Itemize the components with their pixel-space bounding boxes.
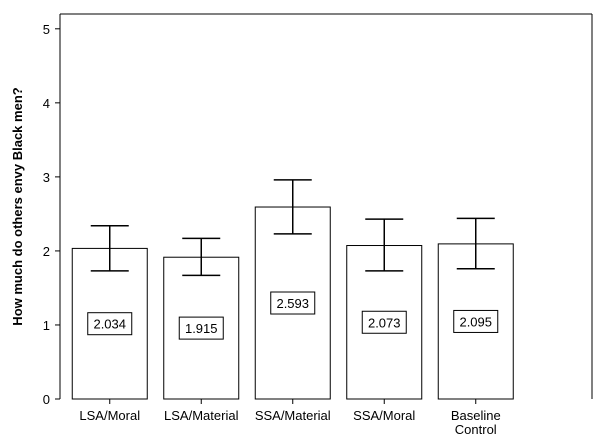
x-tick-labels: LSA/Moral LSA/Material SSA/Material SSA/Mor… — [79, 399, 501, 437]
value-labels: 2.034 1.915 2.593 2.073 2.095 — [87, 291, 499, 340]
y-tick-label: 2 — [43, 244, 50, 259]
y-tick-label: 3 — [43, 170, 50, 185]
value-label: 2.073 — [368, 315, 401, 330]
x-tick-label: Control — [455, 422, 497, 437]
value-label: 2.095 — [459, 314, 492, 329]
y-tick-label: 5 — [43, 22, 50, 37]
value-label-box — [270, 291, 316, 315]
x-tick-label: SSA/Material — [255, 408, 331, 423]
y-axis-title: How much do others envy Black men? — [10, 87, 25, 325]
value-label: 2.593 — [276, 296, 309, 311]
y-tick-label: 1 — [43, 318, 50, 333]
x-tick-label: LSA/Material — [164, 408, 239, 423]
x-tick-label: SSA/Moral — [353, 408, 415, 423]
value-label-box — [361, 310, 407, 334]
value-label-box — [453, 309, 499, 333]
y-tick-label: 0 — [43, 392, 50, 407]
y-tick-label: 4 — [43, 96, 50, 111]
x-tick-label: LSA/Moral — [79, 408, 140, 423]
value-label-box — [87, 312, 133, 336]
x-tick-label: Baseline — [451, 408, 501, 423]
value-label: 2.034 — [93, 317, 126, 332]
value-label-box — [178, 316, 224, 340]
error-bars — [90, 179, 495, 277]
value-label: 1.915 — [185, 321, 218, 336]
y-axis: 0 1 2 3 4 5 — [43, 13, 593, 407]
